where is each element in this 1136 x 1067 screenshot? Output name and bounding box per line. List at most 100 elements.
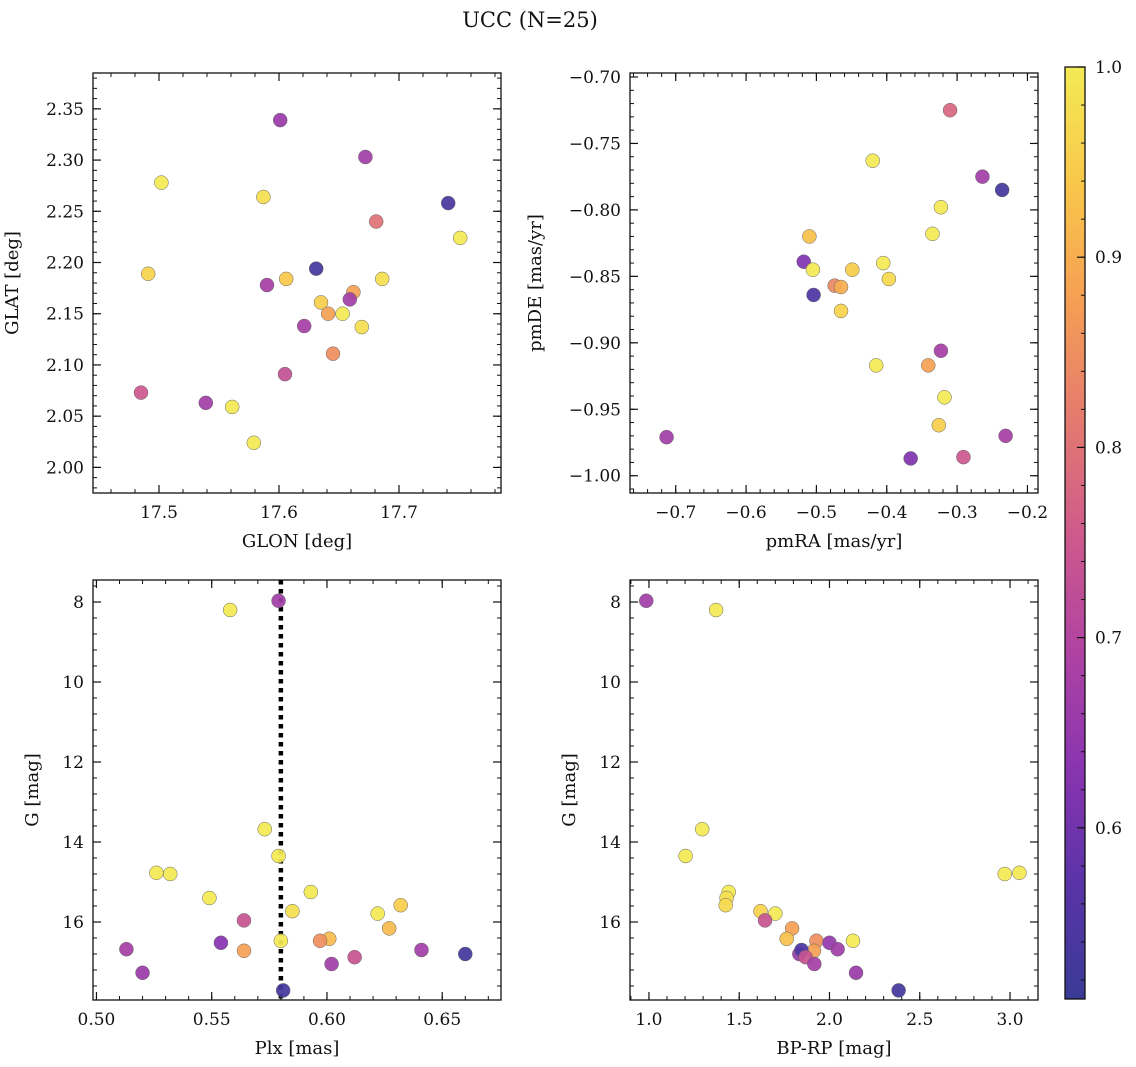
colorbar-tick-label: 0.9	[1095, 248, 1122, 268]
x-tick-label: 3.0	[996, 1010, 1023, 1030]
panel-3: 0.50 0.55 0.60 0.65 8 10 12 14 16 Plx [mas] G [mag…	[22, 579, 502, 1059]
colorbar-tick-label: 0.8	[1095, 438, 1122, 458]
y-axis-label: GLAT [deg]	[2, 231, 23, 335]
y-tick-label: 10	[62, 673, 84, 693]
data-point	[956, 449, 971, 465]
data-point	[718, 897, 733, 913]
x-tick-label: −0.7	[655, 503, 696, 523]
data-point	[933, 343, 949, 359]
data-point	[830, 941, 845, 957]
data-point	[757, 913, 773, 928]
data-point	[271, 593, 286, 609]
data-point	[845, 933, 861, 949]
y-tick-label: 10	[599, 673, 621, 693]
data-point	[275, 983, 291, 998]
y-tick-label: 2.15	[46, 305, 84, 325]
data-point	[140, 266, 156, 282]
data-point	[198, 395, 214, 411]
colorbar: 0.6 0.7 0.8 0.9 1.0	[1064, 58, 1122, 1000]
data-point	[998, 428, 1013, 444]
data-point	[257, 821, 272, 837]
data-point	[224, 399, 240, 415]
x-axis-label: pmRA [mas/yr]	[766, 531, 903, 552]
data-point	[342, 292, 358, 307]
data-point	[154, 175, 169, 190]
data-point	[324, 956, 339, 972]
data-point	[802, 229, 817, 244]
data-point	[303, 884, 319, 900]
panel-4: 1.0 1.5 2.0 2.5 3.0 8 10 12 14 16 BP-RP [mag] G [ma…	[559, 579, 1039, 1059]
data-point	[694, 821, 710, 837]
y-tick-label: 2.00	[46, 458, 84, 478]
data-point	[921, 358, 936, 373]
data-point	[833, 303, 849, 319]
data-point	[272, 112, 288, 128]
data-point	[937, 390, 952, 405]
data-point	[848, 965, 864, 981]
data-point	[833, 279, 849, 295]
panel-1: 17.5 17.6 17.7 2.00 2.05 2.10 2.15 2.20 2.25 2.30…	[2, 72, 502, 552]
panel-2: −0.7 −0.6 −0.5 −0.4 −0.3 −0.2 −1.00 −0.95 −0.90 −…	[525, 68, 1048, 552]
y-tick-label: 2.35	[46, 100, 84, 120]
data-point	[213, 935, 229, 951]
data-point	[458, 946, 473, 962]
data-point	[659, 429, 674, 445]
data-point	[135, 965, 150, 981]
data-point	[222, 602, 238, 618]
data-point	[806, 287, 821, 303]
data-point	[875, 255, 891, 271]
data-point	[881, 271, 897, 287]
data-point	[325, 346, 341, 361]
y-tick-label: −0.90	[569, 334, 621, 354]
y-tick-label: 2.25	[46, 202, 84, 222]
x-tick-label: 1.5	[726, 1010, 753, 1030]
data-point	[708, 602, 724, 618]
x-tick-label: 0.50	[78, 1010, 116, 1030]
data-point	[285, 903, 300, 919]
x-tick-label: 1.0	[635, 1010, 662, 1030]
figure-title: UCC (N=25)	[462, 8, 598, 32]
x-tick-label: 0.60	[308, 1010, 346, 1030]
y-tick-label: −0.70	[569, 68, 621, 88]
data-point	[942, 102, 958, 118]
data-point	[452, 230, 468, 246]
y-axis-label: G [mag]	[22, 753, 43, 826]
data-point	[933, 199, 949, 215]
data-point	[277, 366, 293, 382]
data-point	[865, 153, 880, 168]
y-tick-label: 2.30	[46, 151, 84, 171]
y-tick-label: −0.85	[569, 267, 621, 287]
x-tick-label: 17.6	[260, 503, 298, 523]
x-axis-label: BP-RP [mag]	[776, 1038, 891, 1059]
y-tick-label: 2.20	[46, 254, 84, 274]
plot-frame	[629, 72, 1039, 494]
data-point	[845, 262, 860, 277]
x-tick-label: 0.65	[423, 1010, 461, 1030]
colorbar-tick-label: 0.7	[1095, 629, 1122, 649]
y-tick-label: 2.10	[46, 356, 84, 376]
data-point	[903, 451, 918, 466]
y-tick-label: 12	[599, 753, 621, 773]
data-point	[768, 906, 783, 921]
data-point	[805, 262, 821, 277]
y-tick-label: 12	[62, 753, 84, 773]
y-axis-label: pmDE [mas/yr]	[525, 214, 546, 352]
data-point	[236, 943, 252, 959]
y-tick-label: 8	[610, 593, 621, 613]
data-point	[119, 941, 134, 957]
data-point	[1012, 865, 1027, 881]
data-point	[994, 182, 1010, 198]
plot-frame	[629, 579, 1039, 1001]
x-axis-label: GLON [deg]	[242, 531, 352, 552]
data-point	[149, 865, 164, 881]
y-tick-label: 16	[62, 913, 84, 933]
x-tick-label: −0.6	[725, 503, 766, 523]
colorbar-tick-label: 1.0	[1095, 58, 1122, 78]
data-point	[246, 435, 262, 451]
y-tick-label: 16	[599, 913, 621, 933]
x-tick-label: −0.4	[866, 503, 907, 523]
data-point	[202, 890, 217, 906]
data-point	[236, 913, 252, 928]
data-point	[296, 318, 312, 334]
